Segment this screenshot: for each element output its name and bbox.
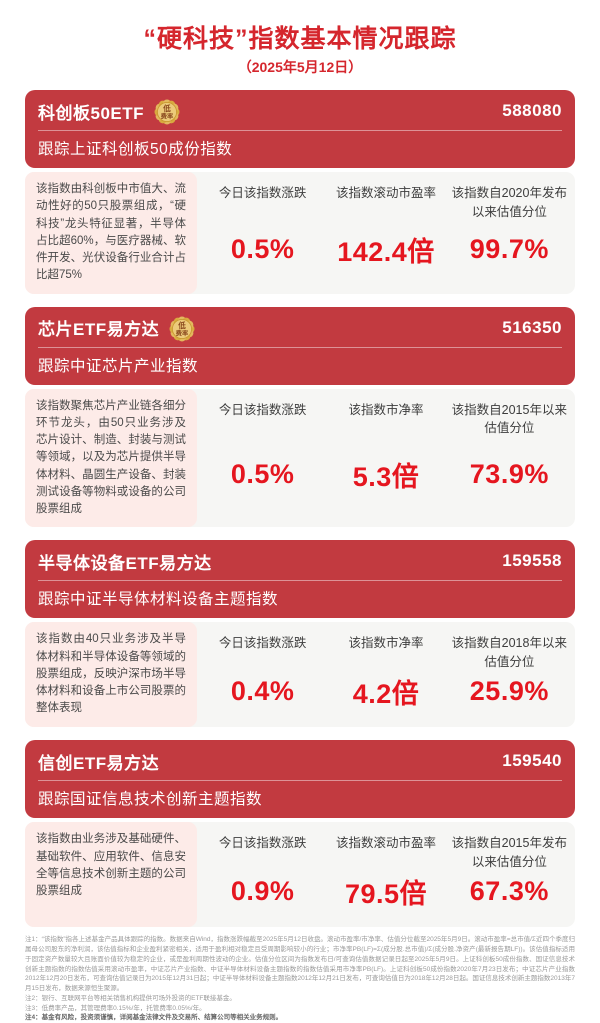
tracking-index-label: 跟踪国证信息技术创新主题指数 <box>38 791 263 809</box>
description-box: 该指数由40只业务涉及半导体材料和半导体设备等领域的股票组成，反映沪深市场半导体… <box>25 622 197 728</box>
stat-column-percentile: 该指数自2015年以来估值分位 73.9% <box>448 401 571 516</box>
svg-text:低: 低 <box>177 319 186 329</box>
stat-column-valuation-ratio: 该指数市净率 5.3倍 <box>324 401 447 516</box>
header-divider <box>38 780 562 782</box>
page-date: （2025年5月12日） <box>237 59 363 75</box>
footnote-note4: 注4：基金有风险，投资须谨慎，详阅基金法律文件及交易所、结算公司等相关业务规则。 <box>25 1014 283 1022</box>
stat-value: 0.5% <box>230 234 295 265</box>
stat-label: 今日该指数涨跌 <box>218 636 307 651</box>
card-header: 科创板50ETF 低 费率 588080 跟踪上证科创板50成份指数 <box>25 90 575 168</box>
card-body: 该指数由40只业务涉及半导体材料和半导体设备等领域的股票组成，反映沪深市场半导体… <box>25 622 575 728</box>
card-header: 信创ETF易方达 159540 跟踪国证信息技术创新主题指数 <box>25 740 575 819</box>
fund-name: 科创板50ETF <box>38 103 145 123</box>
stat-value: 99.7% <box>469 234 549 265</box>
card-body: 该指数由业务涉及基础硬件、基础软件、应用软件、信息安全等信息技术创新主题的公司股… <box>25 822 575 928</box>
stat-label: 今日该指数涨跌 <box>218 836 307 851</box>
stat-label: 该指数市净率 <box>348 636 424 651</box>
fund-code: 159558 <box>502 551 562 571</box>
stat-label: 该指数自2015年以来估值分位 <box>451 402 567 436</box>
stat-value: 0.4% <box>230 676 295 707</box>
stat-column-valuation-ratio: 该指数滚动市盈率 142.4倍 <box>324 184 447 282</box>
header-divider <box>38 130 562 131</box>
card-header: 半导体设备ETF易方达 159558 跟踪中证半导体材料设备主题指数 <box>25 540 575 619</box>
stat-label: 该指数自2018年以来估值分位 <box>451 636 567 669</box>
header-divider <box>38 346 562 348</box>
footnote-note3: 注3：低费率产品，其管理费率0.15%/年，托管费率0.05%/年。 <box>25 1004 206 1012</box>
stat-column-change: 今日该指数涨跌 0.5% <box>201 401 324 516</box>
fund-name: 半导体设备ETF易方达 <box>38 553 212 573</box>
stat-column-valuation-ratio: 该指数市净率 4.2倍 <box>324 634 447 715</box>
stat-label: 今日该指数涨跌 <box>218 186 307 200</box>
stat-value: 79.5倍 <box>344 879 428 910</box>
card-header: 芯片ETF易方达 低 费率 516350 跟踪中证芯片产业指数 <box>25 306 575 385</box>
footnotes: 注1：“该指数”指各上述基金产品具体跟踪的指数。数据来自Wind，指数涨跌幅截至… <box>25 935 575 1023</box>
stat-column-valuation-ratio: 该指数滚动市盈率 79.5倍 <box>324 834 447 915</box>
description-box: 该指数由业务涉及基础硬件、基础软件、应用软件、信息安全等信息技术创新主题的公司股… <box>25 822 197 928</box>
stat-value: 5.3倍 <box>352 462 420 493</box>
description-box: 该指数由科创板中市值大、流动性好的50只股票组成，“硬科技”龙头特征显著，半导体… <box>25 172 197 294</box>
etf-card-semiconductor-equipment: 半导体设备ETF易方达 159558 跟踪中证半导体材料设备主题指数 该指数由4… <box>25 540 575 728</box>
svg-text:低: 低 <box>162 103 171 113</box>
fund-code: 588080 <box>502 101 562 120</box>
svg-text:费率: 费率 <box>176 328 189 337</box>
etf-card-xinchuang: 信创ETF易方达 159540 跟踪国证信息技术创新主题指数 该指数由业务涉及基… <box>25 740 575 928</box>
stat-column-percentile: 该指数自2018年以来估值分位 25.9% <box>448 634 571 715</box>
stat-value: 4.2倍 <box>352 679 420 710</box>
low-fee-badge-icon: 低 费率 <box>154 99 180 125</box>
stat-label: 该指数自2020年发布以来估值分位 <box>451 186 567 219</box>
stats-row: 今日该指数涨跌 0.4% 该指数市净率 4.2倍 该指数自2018年以来估值分位… <box>197 622 575 727</box>
etf-card-chip: 芯片ETF易方达 低 费率 516350 跟踪中证芯片产业指数 该指数聚焦芯片产… <box>25 306 575 528</box>
stats-row: 今日该指数涨跌 0.5% 该指数滚动市盈率 142.4倍 该指数自2020年发布… <box>197 172 575 294</box>
stat-value: 0.9% <box>230 876 295 907</box>
svg-text:费率: 费率 <box>161 112 174 121</box>
stats-row: 今日该指数涨跌 0.5% 该指数市净率 5.3倍 该指数自2015年以来估值分位… <box>197 389 575 528</box>
stat-label: 该指数市净率 <box>348 402 424 417</box>
fund-code: 516350 <box>502 317 562 337</box>
footnote-note1: 注1：“该指数”指各上述基金产品具体跟踪的指数。数据来自Wind，指数涨跌幅截至… <box>25 936 575 992</box>
tracking-index-label: 跟踪上证科创板50成份指数 <box>38 141 233 158</box>
fund-name: 信创ETF易方达 <box>38 753 160 773</box>
stat-label: 今日该指数涨跌 <box>218 402 307 417</box>
stat-value: 67.3% <box>469 876 549 907</box>
stat-value: 25.9% <box>469 676 549 707</box>
stat-label: 该指数滚动市盈率 <box>335 836 436 851</box>
card-body: 该指数由科创板中市值大、流动性好的50只股票组成，“硬科技”龙头特征显著，半导体… <box>25 172 575 294</box>
tracking-index-label: 跟踪中证芯片产业指数 <box>38 357 199 375</box>
stat-label: 该指数滚动市盈率 <box>335 186 436 200</box>
fund-name: 芯片ETF易方达 <box>38 320 160 339</box>
stat-column-percentile: 该指数自2020年发布以来估值分位 99.7% <box>448 184 571 282</box>
low-fee-badge-icon: 低 费率 <box>169 316 195 341</box>
fund-code: 159540 <box>502 751 562 771</box>
stat-column-percentile: 该指数自2015年发布以来估值分位 67.3% <box>448 834 571 915</box>
tracking-index-label: 跟踪中证半导体材料设备主题指数 <box>38 591 279 609</box>
stat-value: 73.9% <box>469 459 549 490</box>
stat-column-change: 今日该指数涨跌 0.4% <box>201 634 324 715</box>
card-body: 该指数聚焦芯片产业链各细分环节龙头，由50只业务涉及芯片设计、制造、封装与测试等… <box>25 388 575 528</box>
stat-value: 0.5% <box>230 459 295 490</box>
stat-label: 该指数自2015年发布以来估值分位 <box>451 836 567 869</box>
stat-column-change: 今日该指数涨跌 0.5% <box>201 184 324 282</box>
header-divider <box>38 580 562 582</box>
description-box: 该指数聚焦芯片产业链各细分环节龙头，由50只业务涉及芯片设计、制造、封装与测试等… <box>25 388 197 528</box>
stats-row: 今日该指数涨跌 0.9% 该指数滚动市盈率 79.5倍 该指数自2015年发布以… <box>197 822 575 927</box>
page-title: “硬科技”指数基本情况跟踪 <box>143 25 457 53</box>
stat-value: 142.4倍 <box>337 237 435 268</box>
footnote-note2: 注2：银行、互联网平台等相关销售机构提供可场外投资的ETF联接基金。 <box>25 994 236 1002</box>
stat-column-change: 今日该指数涨跌 0.9% <box>201 834 324 915</box>
etf-card-kechuang50: 科创板50ETF 低 费率 588080 跟踪上证科创板50成份指数 该指数由科… <box>25 90 575 294</box>
